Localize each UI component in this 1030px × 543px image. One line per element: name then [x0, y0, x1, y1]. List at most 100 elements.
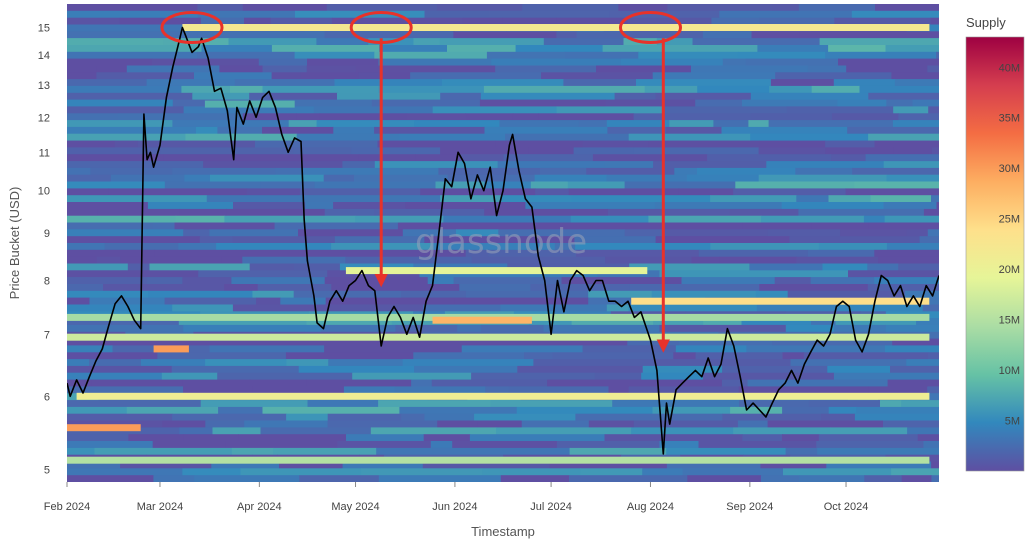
heatmap-cell: [652, 406, 731, 415]
heatmap-cell: [692, 38, 821, 46]
heatmap-cell: [118, 113, 244, 121]
heatmap-cell: [556, 441, 660, 449]
heatmap-cell: [226, 208, 326, 217]
heatmap-cell: [491, 236, 551, 244]
heatmap-cell: [564, 51, 639, 60]
heatmap-cell: [782, 352, 805, 360]
heatmap-cell: [904, 290, 939, 299]
heatmap-cell: [374, 161, 498, 169]
heatmap-cell: [655, 236, 695, 244]
heatmap-cell: [596, 65, 665, 73]
heatmap-cell: [126, 65, 220, 73]
heatmap-cell: [575, 413, 671, 421]
heatmap-cell: [172, 167, 276, 176]
heatmap-cell: [604, 434, 743, 442]
heatmap-cell: [469, 434, 606, 442]
heatmap-cell: [447, 45, 517, 53]
heatmap-cell: [722, 58, 747, 66]
heatmap-cell: [67, 447, 95, 456]
heatmap-cell: [695, 99, 743, 107]
heatmap-cell: [641, 372, 704, 380]
heatmap-cell: [713, 120, 749, 128]
heatmap-cell: [648, 215, 762, 223]
heatmap-cell: [825, 140, 875, 148]
heatmap-cell: [219, 65, 263, 73]
heatmap-cell: [240, 468, 362, 476]
heatmap-cell: [898, 113, 939, 121]
heatmap-cell: [698, 441, 817, 449]
heatmap-cell: [340, 304, 424, 312]
x-tick-label: Mar 2024: [137, 501, 183, 513]
colorbar: [965, 36, 1025, 472]
heatmap-cell: [184, 174, 211, 182]
heatmap-cell: [816, 441, 924, 449]
heatmap-cell: [782, 434, 820, 442]
heatmap-cell: [103, 284, 225, 292]
heatmap-cell: [172, 413, 287, 421]
heatmap-cell: [313, 106, 434, 114]
heatmap-cell: [298, 365, 415, 374]
x-tick-label: Sep 2024: [726, 501, 773, 513]
heatmap-cell: [867, 284, 939, 292]
heatmap-cell: [821, 413, 856, 421]
heatmap-cell: [785, 447, 818, 456]
heatmap-cell: [711, 17, 760, 25]
heatmap-cell: [306, 65, 357, 73]
heatmap-cell: [331, 17, 464, 25]
x-tick-label: Aug 2024: [627, 501, 674, 513]
heatmap-cell: [324, 208, 375, 217]
heatmap-cell: [423, 304, 501, 312]
heatmap-cell: [627, 17, 712, 25]
heatmap-cell: [682, 468, 784, 476]
heatmap-cell: [774, 277, 812, 285]
heatmap-cell: [342, 161, 376, 169]
heatmap-cell: [550, 236, 575, 244]
heatmap-cell: [488, 249, 577, 258]
heatmap-cell: [153, 222, 176, 230]
heatmap-cell: [710, 243, 820, 251]
heatmap-cell: [521, 420, 590, 428]
heatmap-cell: [652, 72, 776, 80]
heatmap-cell: [183, 324, 322, 333]
heatmap-cell: [432, 106, 558, 114]
heatmap-cell: [687, 475, 762, 482]
heatmap-cell: [606, 304, 629, 312]
heatmap-cell: [594, 372, 642, 380]
heatmap-cell: [890, 365, 939, 374]
heatmap-cell: [823, 420, 884, 428]
heatmap-cell: [120, 256, 222, 264]
heatmap-cell: [576, 249, 700, 258]
heatmap-cell: [67, 215, 177, 223]
heatmap-cell: [568, 188, 680, 196]
heatmap-cell: [796, 256, 879, 264]
heatmap-cell: [811, 318, 836, 326]
heatmap-cell: [67, 161, 204, 169]
heatmap-cell: [294, 263, 341, 271]
heatmap-cell: [673, 352, 696, 360]
heatmap-cell: [235, 249, 303, 258]
heatmap-cell: [148, 290, 253, 299]
heatmap-cell: [838, 304, 924, 312]
colorbar-tick-label: 35M: [999, 113, 1020, 125]
heatmap-cell: [497, 161, 605, 169]
heatmap-cell: [530, 284, 631, 292]
heatmap-cell: [923, 208, 939, 217]
heatmap-cell: [67, 413, 173, 421]
heatmap-cell: [827, 365, 891, 374]
heatmap-cell: [936, 51, 939, 60]
heatmap-cell: [224, 284, 259, 292]
heatmap-cell: [618, 4, 668, 12]
heatmap-cell: [358, 154, 416, 162]
heatmap-cell: [67, 236, 201, 244]
heatmap-cell: [607, 126, 667, 135]
heatmap-cell: [733, 427, 831, 435]
heatmap-cell: [491, 58, 622, 66]
heatmap-bands: [67, 24, 930, 464]
heatmap-cell: [891, 468, 939, 476]
heatmap-cell: [414, 365, 518, 374]
heatmap-cell: [604, 161, 654, 169]
heatmap-cell: [97, 208, 181, 217]
heatmap-cell: [152, 58, 260, 66]
heatmap-cell: [443, 215, 572, 223]
